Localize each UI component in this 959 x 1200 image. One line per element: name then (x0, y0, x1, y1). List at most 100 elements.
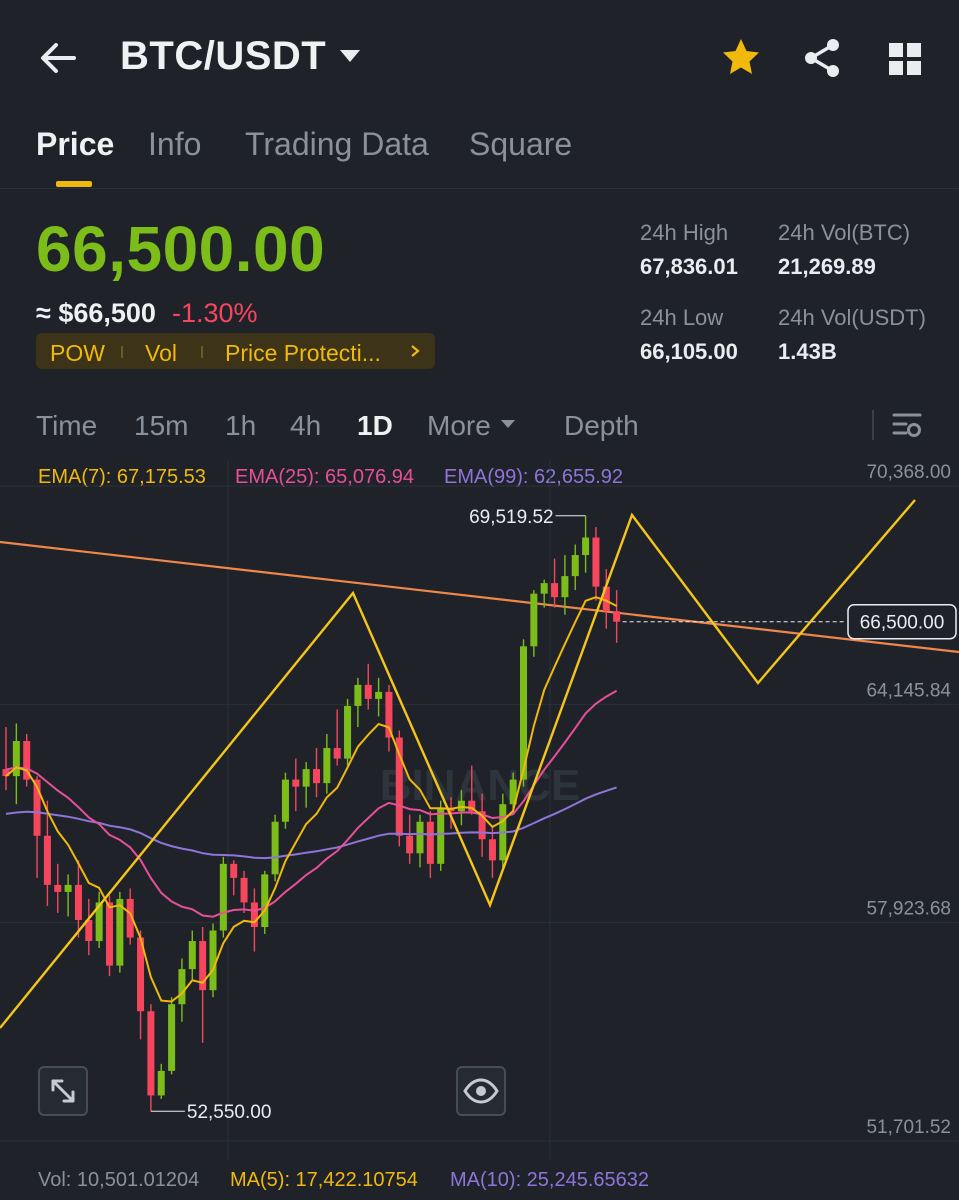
moving-averages (5, 596, 618, 1003)
last-price: 66,500.00 (36, 213, 326, 285)
chart-settings-icon[interactable] (890, 408, 924, 442)
chart-grid (0, 460, 959, 1160)
ema7-legend: EMA(7): 67,175.53 (38, 466, 206, 488)
zigzag-line (0, 499, 916, 1029)
candle-body (116, 898, 124, 966)
share-icon[interactable] (800, 36, 844, 80)
candle-body (126, 898, 134, 938)
ema99-line (5, 786, 617, 860)
eye-icon (463, 1078, 499, 1104)
tab-square[interactable]: Square (469, 126, 573, 162)
trendline-line (0, 540, 959, 654)
current-price-box (847, 603, 957, 640)
caret-down-icon[interactable] (500, 418, 516, 430)
stat-24h-vol-usdt-value: 1.43B (778, 339, 837, 364)
candle-body (313, 769, 320, 784)
candle-body (157, 1070, 165, 1096)
price-change-percent: -1.30% (172, 298, 258, 328)
candle-body (147, 1011, 155, 1096)
candle-body (199, 941, 207, 991)
active-tab-indicator (56, 181, 92, 187)
tab-trading-data[interactable]: Trading Data (245, 126, 429, 162)
candle-body (613, 611, 621, 622)
candle-body (364, 684, 372, 699)
tag-bar[interactable] (36, 333, 435, 369)
candle-body (509, 779, 517, 805)
candle-body (540, 583, 548, 594)
candle-body (520, 646, 527, 780)
candle-body (178, 969, 186, 1005)
candle-body (592, 537, 600, 587)
visibility-button[interactable] (456, 1066, 506, 1116)
stat-24h-high-label: 24h High (640, 220, 729, 245)
candle-body (582, 537, 590, 556)
back-arrow-icon[interactable] (36, 36, 80, 80)
candle-body (385, 691, 393, 738)
ema25-legend: EMA(25): 65,076.94 (235, 466, 414, 488)
candle-body (395, 737, 403, 836)
candle-body (530, 593, 538, 647)
tag-separator (201, 346, 203, 358)
timeframe-more[interactable]: More (427, 410, 491, 441)
candle-body (561, 576, 569, 598)
stat-24h-low-value: 66,105.00 (640, 339, 738, 364)
candle-body (23, 741, 31, 780)
candle-body (137, 937, 145, 1012)
timeframe-1d[interactable]: 1D (357, 410, 393, 441)
candle-body (168, 1004, 176, 1071)
timeframe-depth[interactable]: Depth (564, 410, 639, 441)
candle-body (302, 769, 310, 787)
candle-body (468, 800, 476, 812)
candle-body (43, 835, 51, 885)
candle-body (230, 863, 238, 878)
candle-body (488, 839, 496, 861)
y-axis-label: 51,701.52 (866, 1117, 951, 1138)
candle-body (219, 863, 227, 931)
star-icon[interactable] (720, 36, 762, 78)
candle-body (416, 821, 424, 854)
candle-body (240, 877, 248, 903)
stat-24h-vol-btc-value: 21,269.89 (778, 254, 876, 279)
candle-body (571, 555, 579, 577)
timeframe-15m[interactable]: 15m (134, 410, 189, 441)
candle-body (437, 807, 445, 864)
candle-body (292, 779, 300, 787)
stat-24h-high-value: 67,836.01 (640, 254, 738, 279)
candle-body (551, 583, 559, 598)
candle-body (271, 821, 279, 875)
timeframe-1h[interactable]: 1h (225, 410, 257, 441)
candle-body (406, 835, 414, 854)
candle-body (344, 705, 352, 759)
candle-body (33, 779, 41, 836)
fullscreen-button[interactable] (38, 1066, 88, 1116)
candle-body (209, 930, 217, 991)
timeframe-4h[interactable]: 4h (290, 410, 322, 441)
tab-info[interactable]: Info (148, 126, 202, 162)
tag-pow[interactable]: POW (50, 340, 105, 366)
grid-icon[interactable] (884, 38, 926, 80)
candle-body (64, 884, 72, 892)
stat-24h-low-label: 24h Low (640, 305, 724, 330)
toolbar-divider (872, 410, 874, 440)
fiat-price: ≈ $66,500 (36, 298, 156, 328)
ema99-legend: EMA(99): 62,655.92 (444, 466, 623, 488)
caret-down-icon[interactable] (338, 46, 362, 66)
timeframe-time[interactable]: Time (36, 410, 98, 441)
zigzag-drawing (0, 499, 916, 1029)
trendline (0, 540, 959, 654)
volume-legend: Vol: 10,501.01204 (38, 1169, 200, 1191)
tabs-divider (0, 188, 959, 189)
candle-body (85, 919, 93, 942)
ema25-line (5, 689, 618, 918)
tag-price-protection[interactable]: Price Protecti... (225, 340, 381, 366)
candle-body (354, 684, 362, 706)
tag-vol[interactable]: Vol (145, 340, 177, 366)
candle-body (106, 902, 113, 966)
chevron-right-icon[interactable] (408, 344, 422, 358)
stat-24h-vol-usdt-label: 24h Vol(USDT) (778, 305, 926, 330)
tag-separator (121, 346, 123, 358)
candle-body (54, 884, 62, 892)
price-chart[interactable]: BINANCE 70,368.00 64,145.84 57,923.68 51,70… (0, 460, 959, 1160)
page-title[interactable]: BTC/USDT (120, 34, 327, 78)
tab-price[interactable]: Price (36, 126, 115, 162)
